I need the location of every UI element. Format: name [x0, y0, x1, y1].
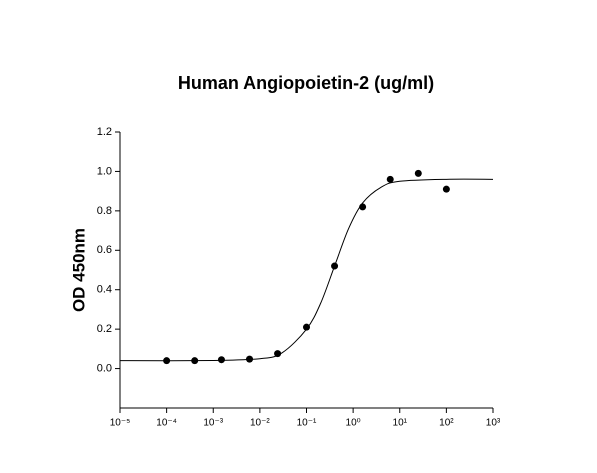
x-tick-label: 10⁻³: [203, 418, 223, 429]
x-tick-label: 10²: [439, 418, 454, 429]
x-tick-label: 10⁻⁵: [110, 418, 131, 429]
x-tick-label: 10⁻²: [250, 418, 270, 429]
x-tick-label: 10⁰: [346, 418, 361, 429]
data-point: [386, 175, 394, 183]
y-tick-label: 1.2: [97, 126, 112, 138]
chart-title: Human Angiopoietin-2 (ug/ml): [178, 73, 434, 93]
y-tick-label: 0.2: [97, 323, 112, 335]
y-tick-label: 0.4: [97, 284, 112, 296]
y-axis-label: OD 450nm: [69, 228, 88, 312]
y-tick-label: 1.0: [97, 165, 112, 177]
x-tick-label: 10⁻¹: [297, 418, 317, 429]
x-tick-label: 10³: [486, 418, 501, 429]
data-point: [217, 356, 225, 364]
data-point: [274, 350, 282, 358]
data-point: [414, 169, 422, 177]
x-tick-label: 10¹: [393, 418, 408, 429]
y-tick-label: 0.0: [97, 362, 112, 374]
y-tick-label: 0.6: [97, 244, 112, 256]
x-tick-label: 10⁻⁴: [156, 418, 177, 429]
data-point: [442, 185, 450, 193]
y-tick-label: 0.8: [97, 205, 112, 217]
data-point: [303, 323, 310, 331]
fit-curve: [119, 178, 494, 362]
